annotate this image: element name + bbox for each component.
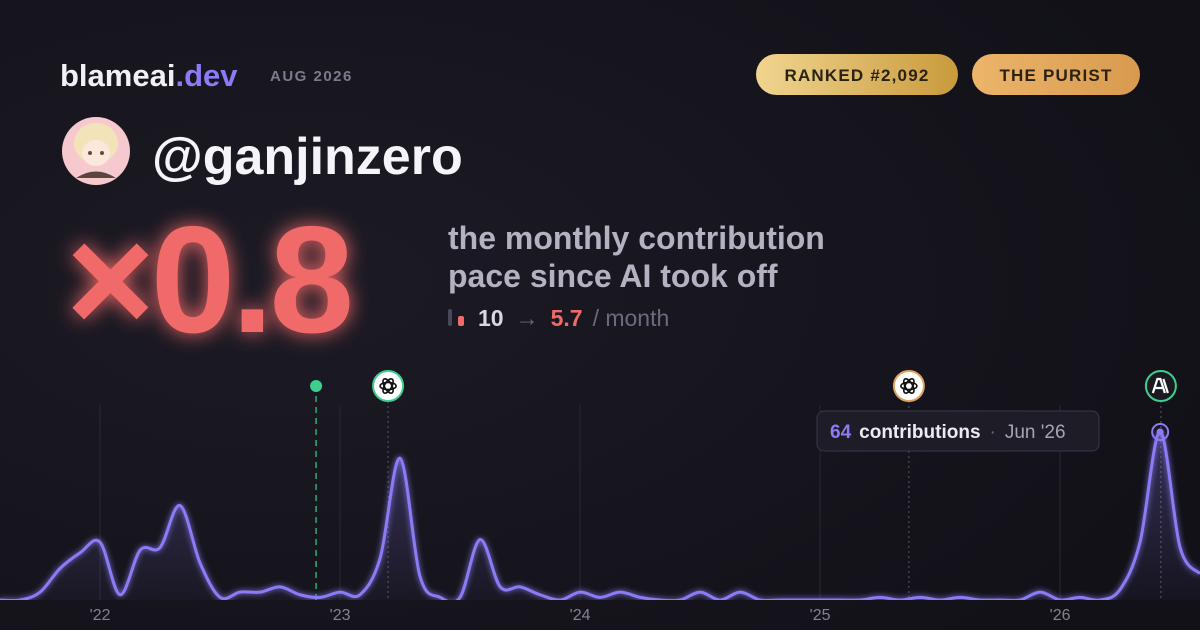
x-tick-label: '25	[810, 607, 831, 624]
plot	[0, 430, 1200, 600]
event-icon	[382, 378, 394, 394]
brand-suffix: .dev	[175, 58, 238, 93]
pace-before: 10	[478, 305, 504, 331]
badge	[756, 54, 958, 95]
event-icon	[382, 378, 394, 394]
tooltip-box	[816, 410, 1100, 452]
event-icon-bg	[892, 370, 925, 402]
x-tick-label: '23	[330, 607, 351, 624]
tooltip-unit: contributions	[859, 422, 980, 443]
event-marker	[310, 380, 323, 392]
badge	[972, 54, 1140, 95]
event-icon	[903, 378, 915, 394]
event-icon-bg	[1144, 370, 1177, 402]
avatar	[62, 117, 130, 185]
multiplier: ×0.8	[66, 195, 350, 365]
date: AUG 2026	[270, 68, 353, 85]
x-tick-label: '26	[1050, 607, 1071, 624]
highlight-point	[1151, 423, 1170, 441]
tooltip-separator: ·	[990, 422, 996, 443]
chart: '22 '23 '24 '25 '26 64 contributions · Jun '26	[0, 370, 1200, 624]
brand-name: blameai	[60, 58, 175, 93]
x-tick-label: '24	[570, 607, 591, 624]
event-icon	[903, 378, 915, 394]
event-marker	[372, 370, 405, 402]
tooltip: 64 contributions · Jun '26	[830, 422, 1066, 443]
pace-icon	[458, 316, 464, 326]
event-icon	[900, 381, 918, 391]
pace-after: 5.7	[551, 305, 583, 331]
highlight-point	[1156, 428, 1164, 436]
event-marker	[1144, 370, 1177, 402]
event-icon	[379, 381, 397, 391]
caption: pace since AI took off	[448, 258, 778, 294]
event-icon-bg	[372, 370, 405, 402]
badge-text: RANKED #2,092	[784, 66, 929, 85]
tooltip-value: 64	[830, 422, 852, 443]
pace-icon	[448, 309, 452, 326]
event-icon	[1151, 377, 1169, 394]
pace-arrow: →	[516, 305, 539, 331]
pace: 10 → 5.7 / month	[478, 305, 669, 331]
line	[0, 430, 1200, 600]
x-tick-label: '22	[90, 607, 111, 624]
event-marker	[892, 370, 925, 402]
tooltip-date: Jun '26	[1005, 422, 1066, 443]
handle: @ganjinzero	[152, 128, 463, 186]
caption: the monthly contribution	[448, 220, 825, 256]
brand: blameai.dev	[60, 58, 238, 93]
pace-unit: / month	[593, 305, 670, 331]
badge-text: THE PURIST	[999, 66, 1112, 85]
